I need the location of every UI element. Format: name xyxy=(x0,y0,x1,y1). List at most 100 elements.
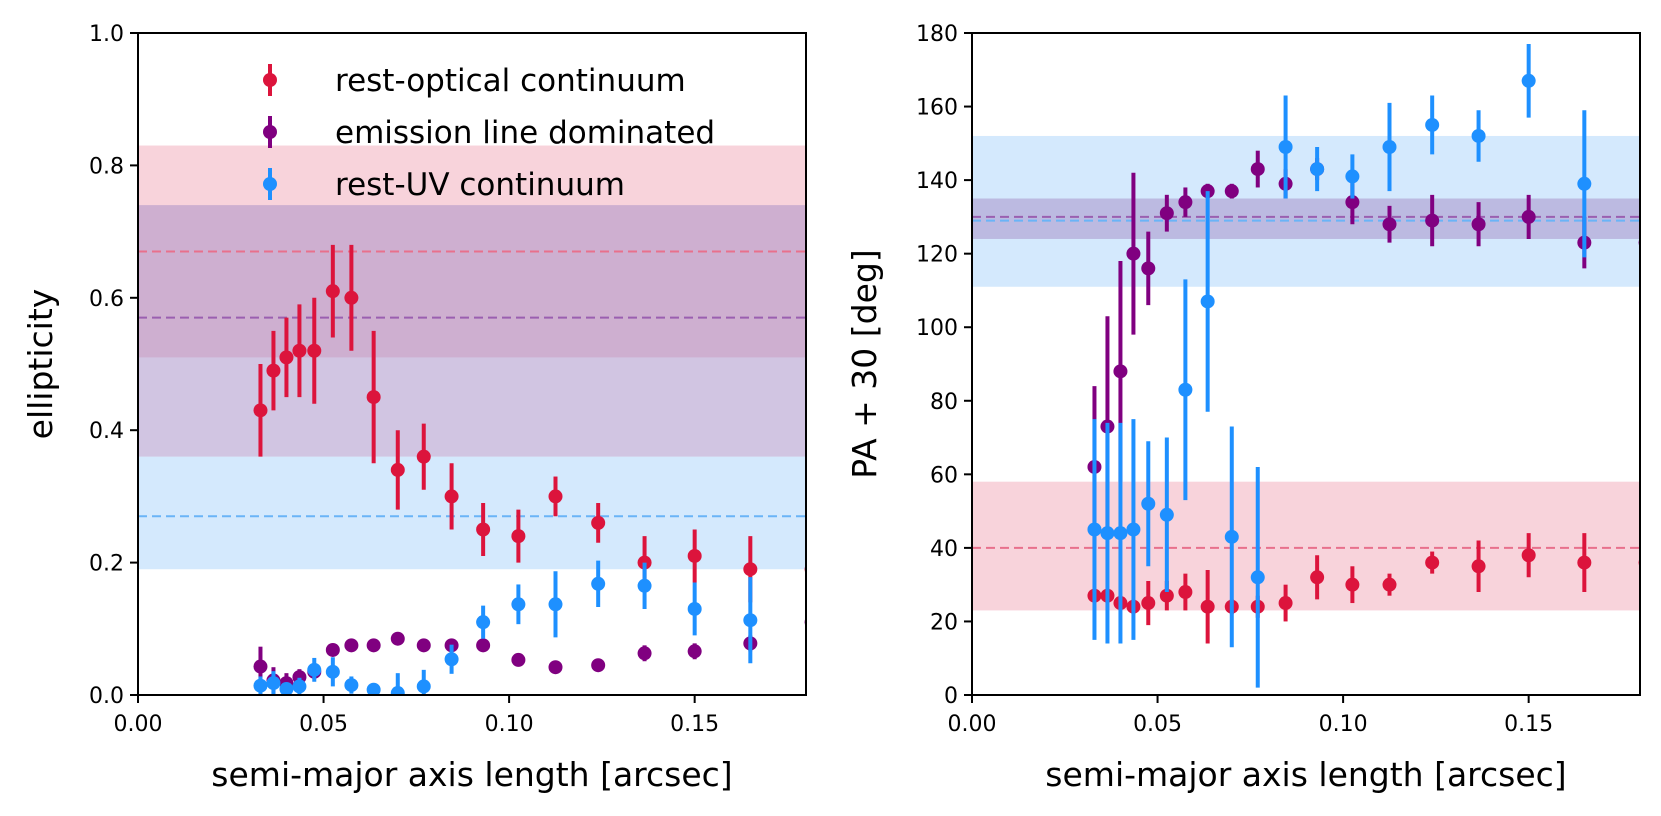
y-tick-label: 180 xyxy=(916,22,958,47)
left-x-axis-label: semi-major axis length [arcsec] xyxy=(211,755,732,794)
point-rest-optical-continuum xyxy=(1471,559,1486,574)
point-rest-optical-continuum xyxy=(1577,555,1592,570)
y-tick-label: 1.0 xyxy=(89,22,124,47)
point-rest-uv-continuum xyxy=(416,679,431,694)
point-rest-uv-continuum xyxy=(344,678,359,693)
left-y-ticks: 0.0 0.2 0.4 0.6 0.8 1.0 xyxy=(89,22,138,709)
point-rest-optical-continuum xyxy=(307,343,322,358)
legend-label-rest-optical: rest-optical continuum xyxy=(335,63,686,99)
band-emission-line-dominated xyxy=(138,205,806,457)
point-emission-line-dominated xyxy=(1250,162,1265,177)
legend-marker-rest-optical xyxy=(263,73,277,87)
point-rest-optical-continuum xyxy=(1159,588,1174,603)
left-panel-ellipticity: 0.00 0.05 0.10 0.15 0.0 0.2 0.4 0.6 0.8 1.0 semi… xyxy=(21,22,807,794)
point-rest-optical-continuum xyxy=(1200,599,1215,614)
x-tick-label: 0.15 xyxy=(1504,712,1553,737)
x-tick-label: 0.10 xyxy=(485,712,534,737)
point-rest-optical-continuum xyxy=(1345,577,1360,592)
point-emission-line-dominated xyxy=(1159,206,1174,221)
left-data-marks xyxy=(253,244,806,695)
point-emission-line-dominated xyxy=(548,660,563,675)
point-rest-optical-continuum xyxy=(591,515,606,530)
point-rest-uv-continuum xyxy=(1126,522,1141,537)
point-emission-line-dominated xyxy=(390,631,405,646)
x-tick-label: 0.05 xyxy=(299,712,348,737)
point-rest-optical-continuum xyxy=(444,489,459,504)
point-rest-uv-continuum xyxy=(1521,73,1536,88)
point-rest-uv-continuum xyxy=(1471,128,1486,143)
right-y-axis-label: PA + 30 [deg] xyxy=(845,249,884,478)
point-rest-uv-continuum xyxy=(548,597,563,612)
legend-label-rest-uv: rest-UV continuum xyxy=(335,167,625,203)
point-rest-uv-continuum xyxy=(253,678,268,693)
point-rest-optical-continuum xyxy=(548,489,563,504)
point-emission-line-dominated xyxy=(687,644,702,659)
point-emission-line-dominated xyxy=(1521,209,1536,224)
legend-entry-rest-uv: rest-UV continuum xyxy=(263,167,625,203)
point-rest-optical-continuum xyxy=(1141,596,1156,611)
point-rest-uv-continuum xyxy=(511,597,526,612)
y-tick-label: 20 xyxy=(930,610,958,635)
point-rest-uv-continuum xyxy=(292,679,307,694)
point-rest-optical-continuum xyxy=(292,343,307,358)
point-rest-uv-continuum xyxy=(444,652,459,667)
point-rest-uv-continuum xyxy=(1577,176,1592,191)
point-rest-uv-continuum xyxy=(390,686,405,695)
point-rest-optical-continuum xyxy=(1310,570,1325,585)
point-rest-uv-continuum xyxy=(743,613,758,628)
point-emission-line-dominated xyxy=(325,642,340,657)
point-emission-line-dominated xyxy=(1178,195,1193,210)
point-emission-line-dominated xyxy=(511,652,526,667)
point-emission-line-dominated xyxy=(476,638,491,653)
left-axes-frame xyxy=(137,32,807,696)
point-rest-uv-continuum xyxy=(1345,169,1360,184)
point-rest-uv-continuum xyxy=(1087,522,1102,537)
point-rest-uv-continuum xyxy=(1250,570,1265,585)
right-x-ticks: 0.00 0.05 0.10 0.15 xyxy=(948,695,1553,737)
y-tick-label: 0.4 xyxy=(89,419,124,444)
point-emission-line-dominated xyxy=(344,638,359,653)
point-emission-line-dominated xyxy=(253,659,268,674)
legend-label-emission-line: emission line dominated xyxy=(335,115,715,151)
point-rest-uv-continuum xyxy=(687,601,702,616)
point-emission-line-dominated xyxy=(1113,364,1128,379)
point-rest-uv-continuum xyxy=(1425,117,1440,132)
band-rest-uv-continuum xyxy=(138,456,806,570)
x-tick-label: 0.00 xyxy=(114,712,163,737)
y-tick-label: 60 xyxy=(930,463,958,488)
point-rest-optical-continuum xyxy=(1382,577,1397,592)
point-emission-line-dominated xyxy=(1425,213,1440,228)
point-rest-uv-continuum xyxy=(1141,496,1156,511)
point-rest-uv-continuum xyxy=(1310,162,1325,177)
x-tick-label: 0.10 xyxy=(1319,712,1368,737)
left-bands xyxy=(138,145,806,570)
x-tick-label: 0.00 xyxy=(948,712,997,737)
point-emission-line-dominated xyxy=(1126,246,1141,261)
right-panel-position-angle: 0.00 0.05 0.10 0.15 0 20 40 60 80 100 120 140 160 18… xyxy=(845,22,1641,794)
point-rest-optical-continuum xyxy=(1278,596,1293,611)
point-rest-optical-continuum xyxy=(476,522,491,537)
point-rest-optical-continuum xyxy=(344,290,359,305)
y-tick-label: 0.6 xyxy=(89,287,124,312)
legend-entry-rest-optical: rest-optical continuum xyxy=(263,63,686,99)
point-rest-optical-continuum xyxy=(1178,585,1193,600)
point-rest-optical-continuum xyxy=(743,562,758,577)
legend-marker-emission-line xyxy=(263,125,277,139)
point-rest-uv-continuum xyxy=(476,615,491,630)
point-rest-optical-continuum xyxy=(366,390,381,405)
left-y-axis-label: ellipticity xyxy=(21,289,60,440)
y-tick-label: 80 xyxy=(930,390,958,415)
point-emission-line-dominated xyxy=(1345,195,1360,210)
point-emission-line-dominated xyxy=(1224,184,1239,199)
point-emission-line-dominated xyxy=(416,638,431,653)
point-rest-uv-continuum xyxy=(307,662,322,677)
point-rest-optical-continuum xyxy=(416,449,431,464)
point-rest-uv-continuum xyxy=(1382,140,1397,155)
point-rest-optical-continuum xyxy=(253,403,268,418)
y-tick-label: 0.8 xyxy=(89,154,124,179)
point-rest-optical-continuum xyxy=(1425,555,1440,570)
point-emission-line-dominated xyxy=(1141,261,1156,276)
band-emission-line-dominated xyxy=(972,198,1640,239)
y-tick-label: 40 xyxy=(930,537,958,562)
